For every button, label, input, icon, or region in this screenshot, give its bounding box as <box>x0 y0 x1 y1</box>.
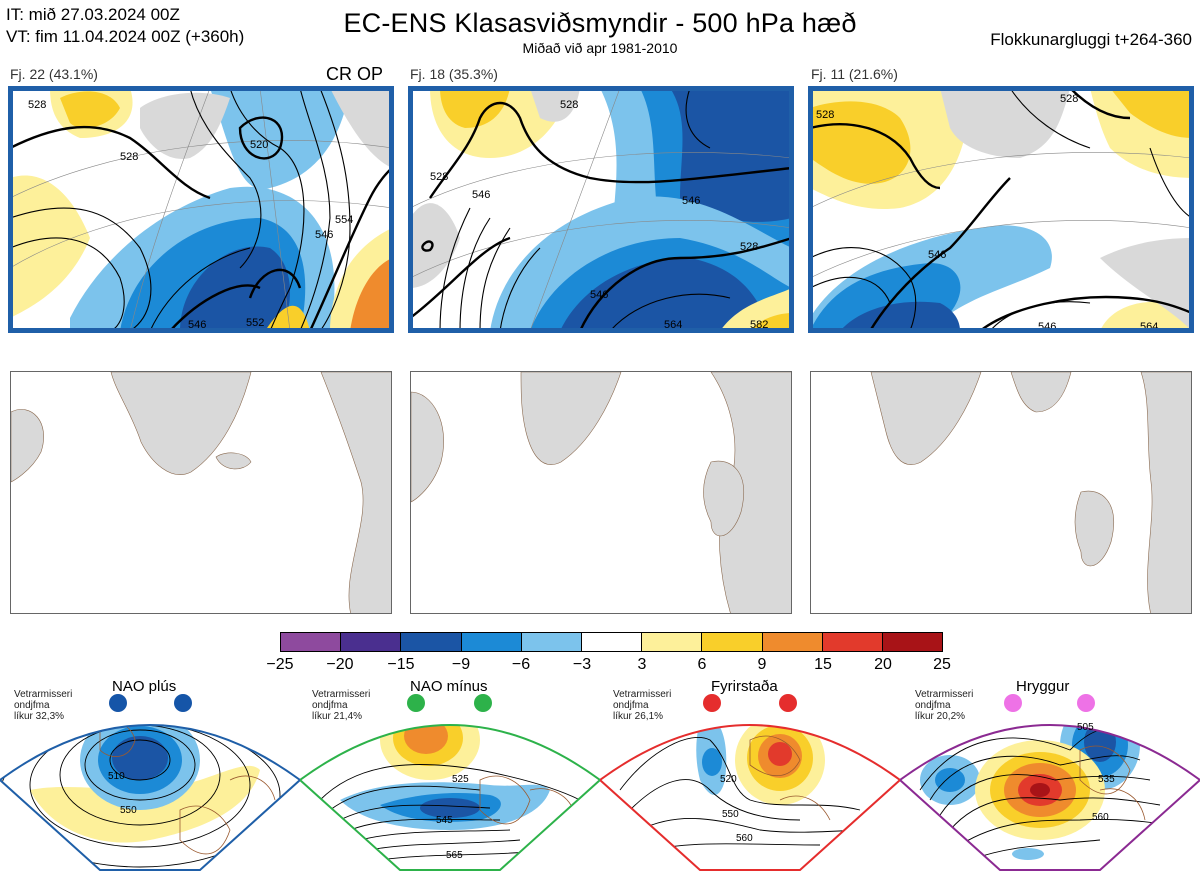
anomaly-colorbar <box>280 632 943 652</box>
cluster-1-contour-label: 528 <box>28 99 46 111</box>
colorbar-tick-label: 15 <box>814 656 832 673</box>
colorbar-swatch <box>341 633 402 651</box>
regime-3-title: Fyrirstaða <box>711 678 778 695</box>
regime-note-line: Vetrarmisseri <box>14 689 73 700</box>
empty-map-2 <box>410 371 792 614</box>
regime-note-line: Vetrarmisseri <box>312 689 371 700</box>
cluster-2-map[interactable]: 528 528 546 546 528 546 564 582 <box>410 88 792 331</box>
cluster-1-contour-label: 528 <box>120 151 138 163</box>
regime-note-line: Vetrarmisseri <box>613 689 672 700</box>
colorbar-tick-label: 9 <box>757 656 767 673</box>
cluster-3-contour-label: 528 <box>816 109 834 121</box>
cluster-3-label: Fj. 11 (21.6%) <box>811 66 898 82</box>
cluster-window: Flokkunargluggi t+264-360 <box>990 30 1192 49</box>
regime-4-contour-label: 505 <box>1077 722 1094 733</box>
cluster-3-map[interactable]: 528 546 528 546 564 <box>810 88 1192 331</box>
cluster-2-contour-label: 528 <box>430 171 448 183</box>
empty-map-1 <box>10 371 392 614</box>
regime-note-line: líkur 32,3% <box>14 711 65 722</box>
regime-note-line: Vetrarmisseri <box>915 689 974 700</box>
regime-4-title: Hryggur <box>1016 678 1070 695</box>
regime-3-contour-label: 520 <box>720 774 737 785</box>
cluster-2-contour-label: 582 <box>750 319 768 331</box>
regime-note-line: ondjfma <box>14 700 50 711</box>
colorbar-swatch <box>882 633 943 651</box>
regime-note-line: ondjfma <box>312 700 348 711</box>
regime-3-contour-label: 560 <box>736 833 753 844</box>
regime-4-map[interactable]: 505 535 560 <box>898 690 1200 871</box>
cluster-1-contour-label: 546 <box>188 319 206 331</box>
colorbar-tick-label: 3 <box>637 656 647 673</box>
colorbar-swatch <box>401 633 462 651</box>
regime-note-line: ondjfma <box>613 700 649 711</box>
regime-2-contour-label: 525 <box>452 774 469 785</box>
cluster-1-contour-label: 552 <box>246 317 264 329</box>
valid-time: VT: fim 11.04.2024 00Z (+360h) <box>6 27 245 46</box>
colorbar-tick-label: −20 <box>326 656 354 673</box>
cluster-2-contour-label: 528 <box>740 241 758 253</box>
empty-map-3 <box>810 371 1192 614</box>
cluster-2-contour-label: 546 <box>682 195 700 207</box>
regime-3-note: Vetrarmisseri ondjfma líkur 26,1% <box>613 689 671 722</box>
cluster-1-contour-label: 554 <box>335 214 353 226</box>
header-run-info: IT: mið 27.03.2024 00Z VT: fim 11.04.202… <box>6 4 244 48</box>
cluster-2-contour-label: 546 <box>590 289 608 301</box>
regime-2-contour-label: 545 <box>436 815 453 826</box>
page-subtitle: Miðað við apr 1981-2010 <box>522 40 678 56</box>
colorbar-swatch <box>461 633 522 651</box>
cluster-2-contour-label: 564 <box>664 319 682 331</box>
regime-note-line: ondjfma <box>915 700 951 711</box>
colorbar-tick-label: −25 <box>266 656 294 673</box>
cluster-3-contour-label: 528 <box>1060 93 1078 105</box>
cluster-2-label: Fj. 18 (35.3%) <box>410 66 498 82</box>
regime-2-map[interactable]: 525 545 565 <box>298 690 602 871</box>
regime-1-contour-label: 550 <box>120 805 137 816</box>
regime-note-line: líkur 20,2% <box>915 711 966 722</box>
regime-2-note: Vetrarmisseri ondjfma líkur 21,4% <box>312 689 370 722</box>
regime-note-line: líkur 26,1% <box>613 711 664 722</box>
colorbar-swatch <box>581 633 643 651</box>
regime-note-line: líkur 21,4% <box>312 711 363 722</box>
regime-2-contour-label: 565 <box>446 850 463 861</box>
cluster-1-contour-label: 520 <box>250 139 268 151</box>
colorbar-swatch <box>822 633 883 651</box>
colorbar-swatch <box>702 633 763 651</box>
regime-4-contour-label: 535 <box>1098 774 1115 785</box>
cluster-1-badge: CR OP <box>326 64 384 84</box>
regime-4-note: Vetrarmisseri ondjfma líkur 20,2% <box>915 689 973 722</box>
cluster-2-contour-label: 546 <box>472 189 490 201</box>
colorbar-tick-label: 25 <box>933 656 951 673</box>
regime-2-title: NAO mínus <box>410 678 488 695</box>
colorbar-swatch <box>521 633 582 651</box>
cluster-3-contour-label: 546 <box>1038 321 1056 331</box>
cluster-2-contour-label: 528 <box>560 99 578 111</box>
regime-1-map[interactable]: 510 550 <box>0 690 302 871</box>
colorbar-swatch <box>762 633 823 651</box>
cluster-3-contour-label: 564 <box>1140 321 1158 331</box>
cluster-1-map[interactable]: 528 520 528 546 554 546 552 <box>10 88 392 331</box>
colorbar-tick-label: −15 <box>387 656 415 673</box>
cluster-3-contour-label: 546 <box>928 249 946 261</box>
colorbar-tick-label: 6 <box>697 656 707 673</box>
colorbar-tick-label: 20 <box>874 656 892 673</box>
colorbar-tick-label: −6 <box>511 656 531 673</box>
initial-time: IT: mið 27.03.2024 00Z <box>6 5 180 24</box>
regime-1-title: NAO plús <box>112 678 177 695</box>
colorbar-swatch <box>281 633 342 651</box>
regime-3-contour-label: 550 <box>722 809 739 820</box>
cluster-1-contour-label: 546 <box>315 229 333 241</box>
colorbar-tick-label: −9 <box>451 656 471 673</box>
regime-1-contour-label: 510 <box>108 771 125 782</box>
cluster-1-label: Fj. 22 (43.1%) <box>10 66 98 82</box>
colorbar-tick-label: −3 <box>572 656 592 673</box>
colorbar-swatch <box>642 633 703 651</box>
regime-4-contour-label: 560 <box>1092 812 1109 823</box>
regime-1-note: Vetrarmisseri ondjfma líkur 32,3% <box>14 689 72 722</box>
regime-3-map[interactable]: 520 550 560 <box>598 690 902 871</box>
page-title: EC-ENS Klasasviðsmyndir - 500 hPa hæð <box>343 8 857 38</box>
